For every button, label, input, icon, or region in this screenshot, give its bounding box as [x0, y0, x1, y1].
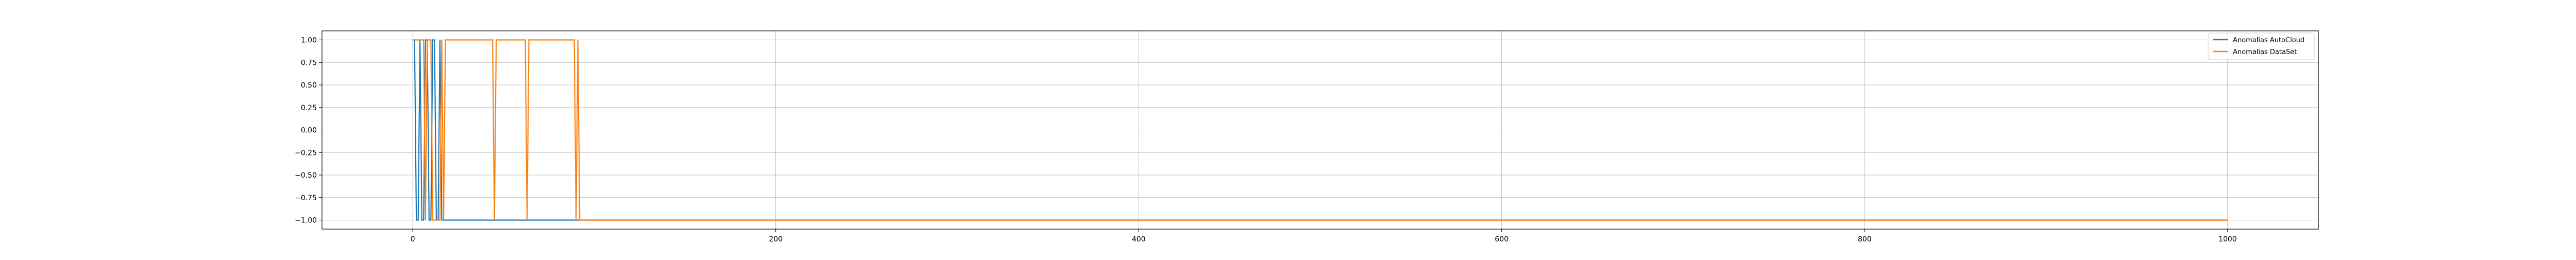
- grid-lines: [322, 31, 2318, 229]
- legend: Anomalias AutoCloud Anomalias DataSet: [2208, 32, 2315, 60]
- y-tick-label: 1.00: [301, 37, 317, 45]
- x-tick-label: 800: [1858, 235, 1872, 244]
- x-tick-label: 200: [769, 235, 783, 244]
- y-tick-label: −0.75: [295, 194, 317, 202]
- x-tick-label: 400: [1132, 235, 1146, 244]
- legend-label-autocloud: Anomalias AutoCloud: [2233, 37, 2304, 44]
- y-tick-label: 0.50: [301, 81, 317, 90]
- x-tick-label: 600: [1495, 235, 1509, 244]
- axis-ticks: 0 200 400 600 800 1000 1.00 0.75 0.50 0.25 0.00 −0.…: [295, 37, 2237, 244]
- y-tick-label: 0.00: [301, 127, 317, 135]
- legend-box: [2208, 32, 2315, 60]
- legend-label-dataset: Anomalias DataSet: [2233, 48, 2297, 56]
- x-tick-label: 1000: [2218, 235, 2237, 244]
- series-lines: [413, 39, 2228, 221]
- y-tick-label: 0.75: [301, 59, 317, 67]
- y-tick-label: −0.25: [295, 149, 317, 157]
- y-tick-label: 0.25: [301, 104, 317, 112]
- y-tick-label: −1.00: [295, 217, 317, 225]
- series-line-1: [413, 39, 2228, 221]
- series-line-0: [413, 39, 2228, 221]
- x-tick-label: 0: [411, 235, 415, 244]
- y-tick-label: −0.50: [295, 171, 317, 180]
